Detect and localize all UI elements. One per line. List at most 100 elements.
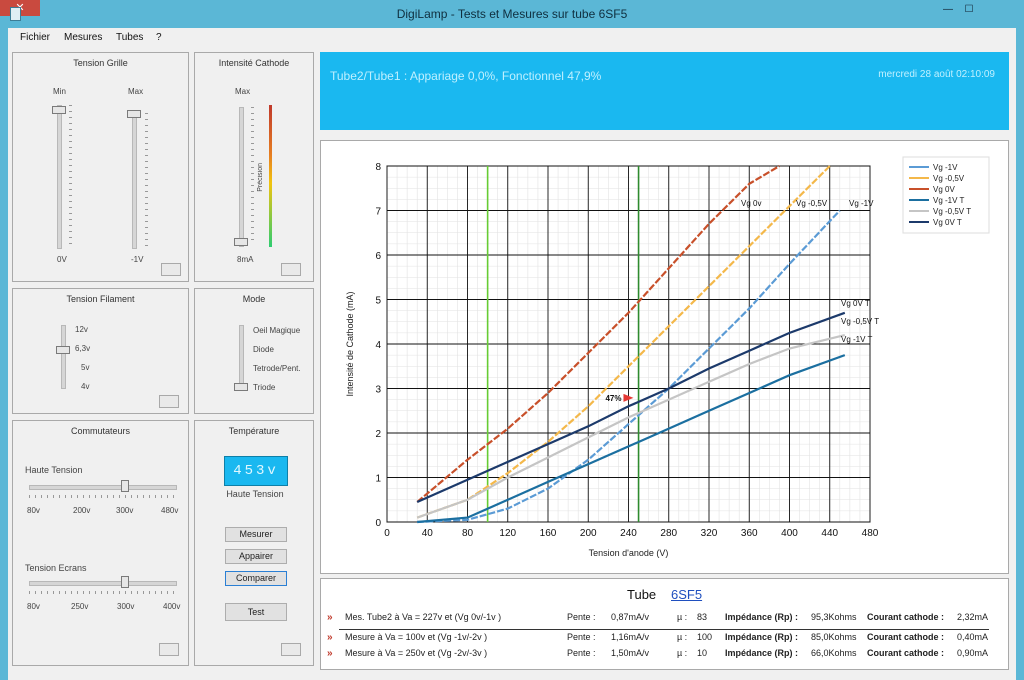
- courant-label: Courant cathode :: [867, 612, 945, 622]
- voltage-display: 453v: [224, 456, 288, 486]
- curve-annotation: Vg 0v: [741, 199, 761, 208]
- filament-corner-button[interactable]: [159, 395, 179, 408]
- grille-min-slider[interactable]: [52, 106, 66, 114]
- x-tick-label: 400: [781, 528, 798, 539]
- haute-tension-track: [29, 485, 177, 490]
- grille-min-ticks: [69, 105, 72, 247]
- legend-entry: Vg -1V: [933, 163, 958, 172]
- grille-bottom-left: 0V: [57, 255, 67, 264]
- x-tick-label: 480: [862, 528, 879, 539]
- haute-tension-caption: Haute Tension: [226, 489, 284, 499]
- menu-help[interactable]: ?: [156, 32, 162, 43]
- row-description: Mes. Tube2 à Va = 227v et (Vg 0v/-1v ): [345, 612, 502, 622]
- ht-tick-200v: 200v: [73, 506, 91, 515]
- menu-tubes[interactable]: Tubes: [116, 32, 144, 43]
- cathode-slider[interactable]: [234, 238, 248, 246]
- impedance-value: 95,3Kohms: [811, 612, 857, 622]
- ecran-tick-250v: 250v: [71, 602, 89, 611]
- series-line: [416, 334, 846, 519]
- cathode-max-label: Max: [235, 87, 251, 96]
- menu-mesures[interactable]: Mesures: [64, 32, 103, 43]
- minimize-button[interactable]: —: [943, 4, 953, 15]
- y-tick-label: 7: [375, 207, 381, 218]
- grille-corner-button[interactable]: [161, 263, 181, 276]
- mode-track: [239, 325, 244, 389]
- x-tick-label: 360: [741, 528, 758, 539]
- test-button[interactable]: Test: [225, 603, 287, 621]
- ht-tick-80v: 80v: [27, 506, 40, 515]
- x-tick-label: 40: [422, 528, 434, 539]
- y-tick-label: 4: [375, 340, 381, 351]
- series-line: [416, 165, 831, 519]
- mesurer-button[interactable]: Mesurer: [225, 527, 287, 542]
- filament-level-4v: 4v: [81, 382, 90, 391]
- x-tick-label: 200: [580, 528, 597, 539]
- ht-tick-480v: 480v: [161, 506, 179, 515]
- mode-title: Mode: [242, 294, 266, 304]
- haute-tension-ticks: [29, 495, 175, 498]
- tube-link[interactable]: 6SF5: [671, 587, 703, 602]
- table-row: » Mesure à Va = 250v et (Vg -2v/-3v ) Pe…: [321, 647, 1010, 661]
- y-tick-label: 2: [375, 429, 381, 440]
- impedance-value: 85,0Kohms: [811, 632, 857, 642]
- series-line: [416, 165, 780, 503]
- filament-track: [61, 325, 66, 389]
- panel-mode: Mode Oeil Magique Diode Tetrode/Pent. Tr…: [194, 288, 314, 414]
- mode-slider[interactable]: [234, 383, 248, 391]
- courant-value: 0,90mA: [957, 648, 989, 658]
- window-frame-left: [0, 28, 8, 680]
- curve-annotation: Vg -1V T: [841, 335, 873, 344]
- window-frame-right: [1016, 28, 1024, 680]
- pente-label: Pente :: [567, 632, 596, 642]
- mode-diode: Diode: [253, 345, 274, 354]
- tension-ecrans-slider[interactable]: [121, 576, 129, 588]
- grille-max-slider[interactable]: [127, 110, 141, 118]
- panel-commutateurs: Commutateurs Haute Tension 80v 200v 300v…: [12, 420, 189, 666]
- series-line: [417, 354, 846, 524]
- legend-entry: Vg 0V: [933, 185, 955, 194]
- x-tick-label: 440: [821, 528, 838, 539]
- panel-temperature: Température Haute Tension Mesurer Appair…: [194, 420, 314, 666]
- commutateurs-corner-button[interactable]: [159, 643, 179, 656]
- cathode-bottom-label: 8mA: [237, 255, 254, 264]
- temperature-corner-button[interactable]: [281, 643, 301, 656]
- pente-label: Pente :: [567, 612, 596, 622]
- filament-level-5v: 5v: [81, 363, 90, 372]
- haute-tension-slider[interactable]: [121, 480, 129, 492]
- x-axis-label: Tension d'anode (V): [589, 548, 669, 558]
- maximize-button[interactable]: ☐: [964, 4, 974, 15]
- row-arrows-icon: »: [327, 648, 333, 659]
- comparer-button[interactable]: Comparer: [225, 571, 287, 586]
- mu-value: 83: [697, 612, 708, 622]
- mu-label: µ :: [677, 612, 688, 622]
- grille-min-track: [57, 105, 62, 249]
- mode-tetrode: Tetrode/Pent.: [253, 364, 301, 373]
- mode-triode: Triode: [253, 383, 276, 392]
- cathode-corner-button[interactable]: [281, 263, 301, 276]
- banner-datetime: mercredi 28 août 02:10:09: [878, 69, 995, 80]
- filament-level-12v: 12v: [75, 325, 88, 334]
- y-tick-label: 0: [375, 518, 381, 529]
- app-icon: [10, 7, 21, 21]
- x-tick-label: 120: [499, 528, 516, 539]
- y-axis-label: Intensité de Cathode (mA): [345, 291, 355, 396]
- series-line: [416, 311, 846, 504]
- y-tick-label: 3: [375, 385, 381, 396]
- mu-label: µ :: [677, 632, 688, 642]
- y-tick-label: 5: [375, 296, 381, 307]
- curve-annotation: Vg 0V T: [841, 299, 870, 308]
- appairer-button[interactable]: Appairer: [225, 549, 287, 564]
- filament-slider[interactable]: [56, 346, 70, 354]
- menu-fichier[interactable]: Fichier: [20, 32, 51, 43]
- x-tick-label: 280: [660, 528, 677, 539]
- mu-value: 10: [697, 648, 708, 658]
- precision-bar: [269, 105, 272, 247]
- plate-curves-chart: 0 40 80 120 160 200 240 280 320 360 400 440 480 0 1 2 3 4…: [345, 156, 990, 558]
- series-line: [417, 209, 841, 524]
- y-tick-label: 8: [375, 162, 381, 173]
- y-tick-label: 1: [375, 474, 381, 485]
- legend-box: [902, 156, 990, 234]
- impedance-value: 66,0Kohms: [811, 648, 857, 658]
- temperature-title: Température: [228, 426, 280, 436]
- x-tick-label: 240: [620, 528, 637, 539]
